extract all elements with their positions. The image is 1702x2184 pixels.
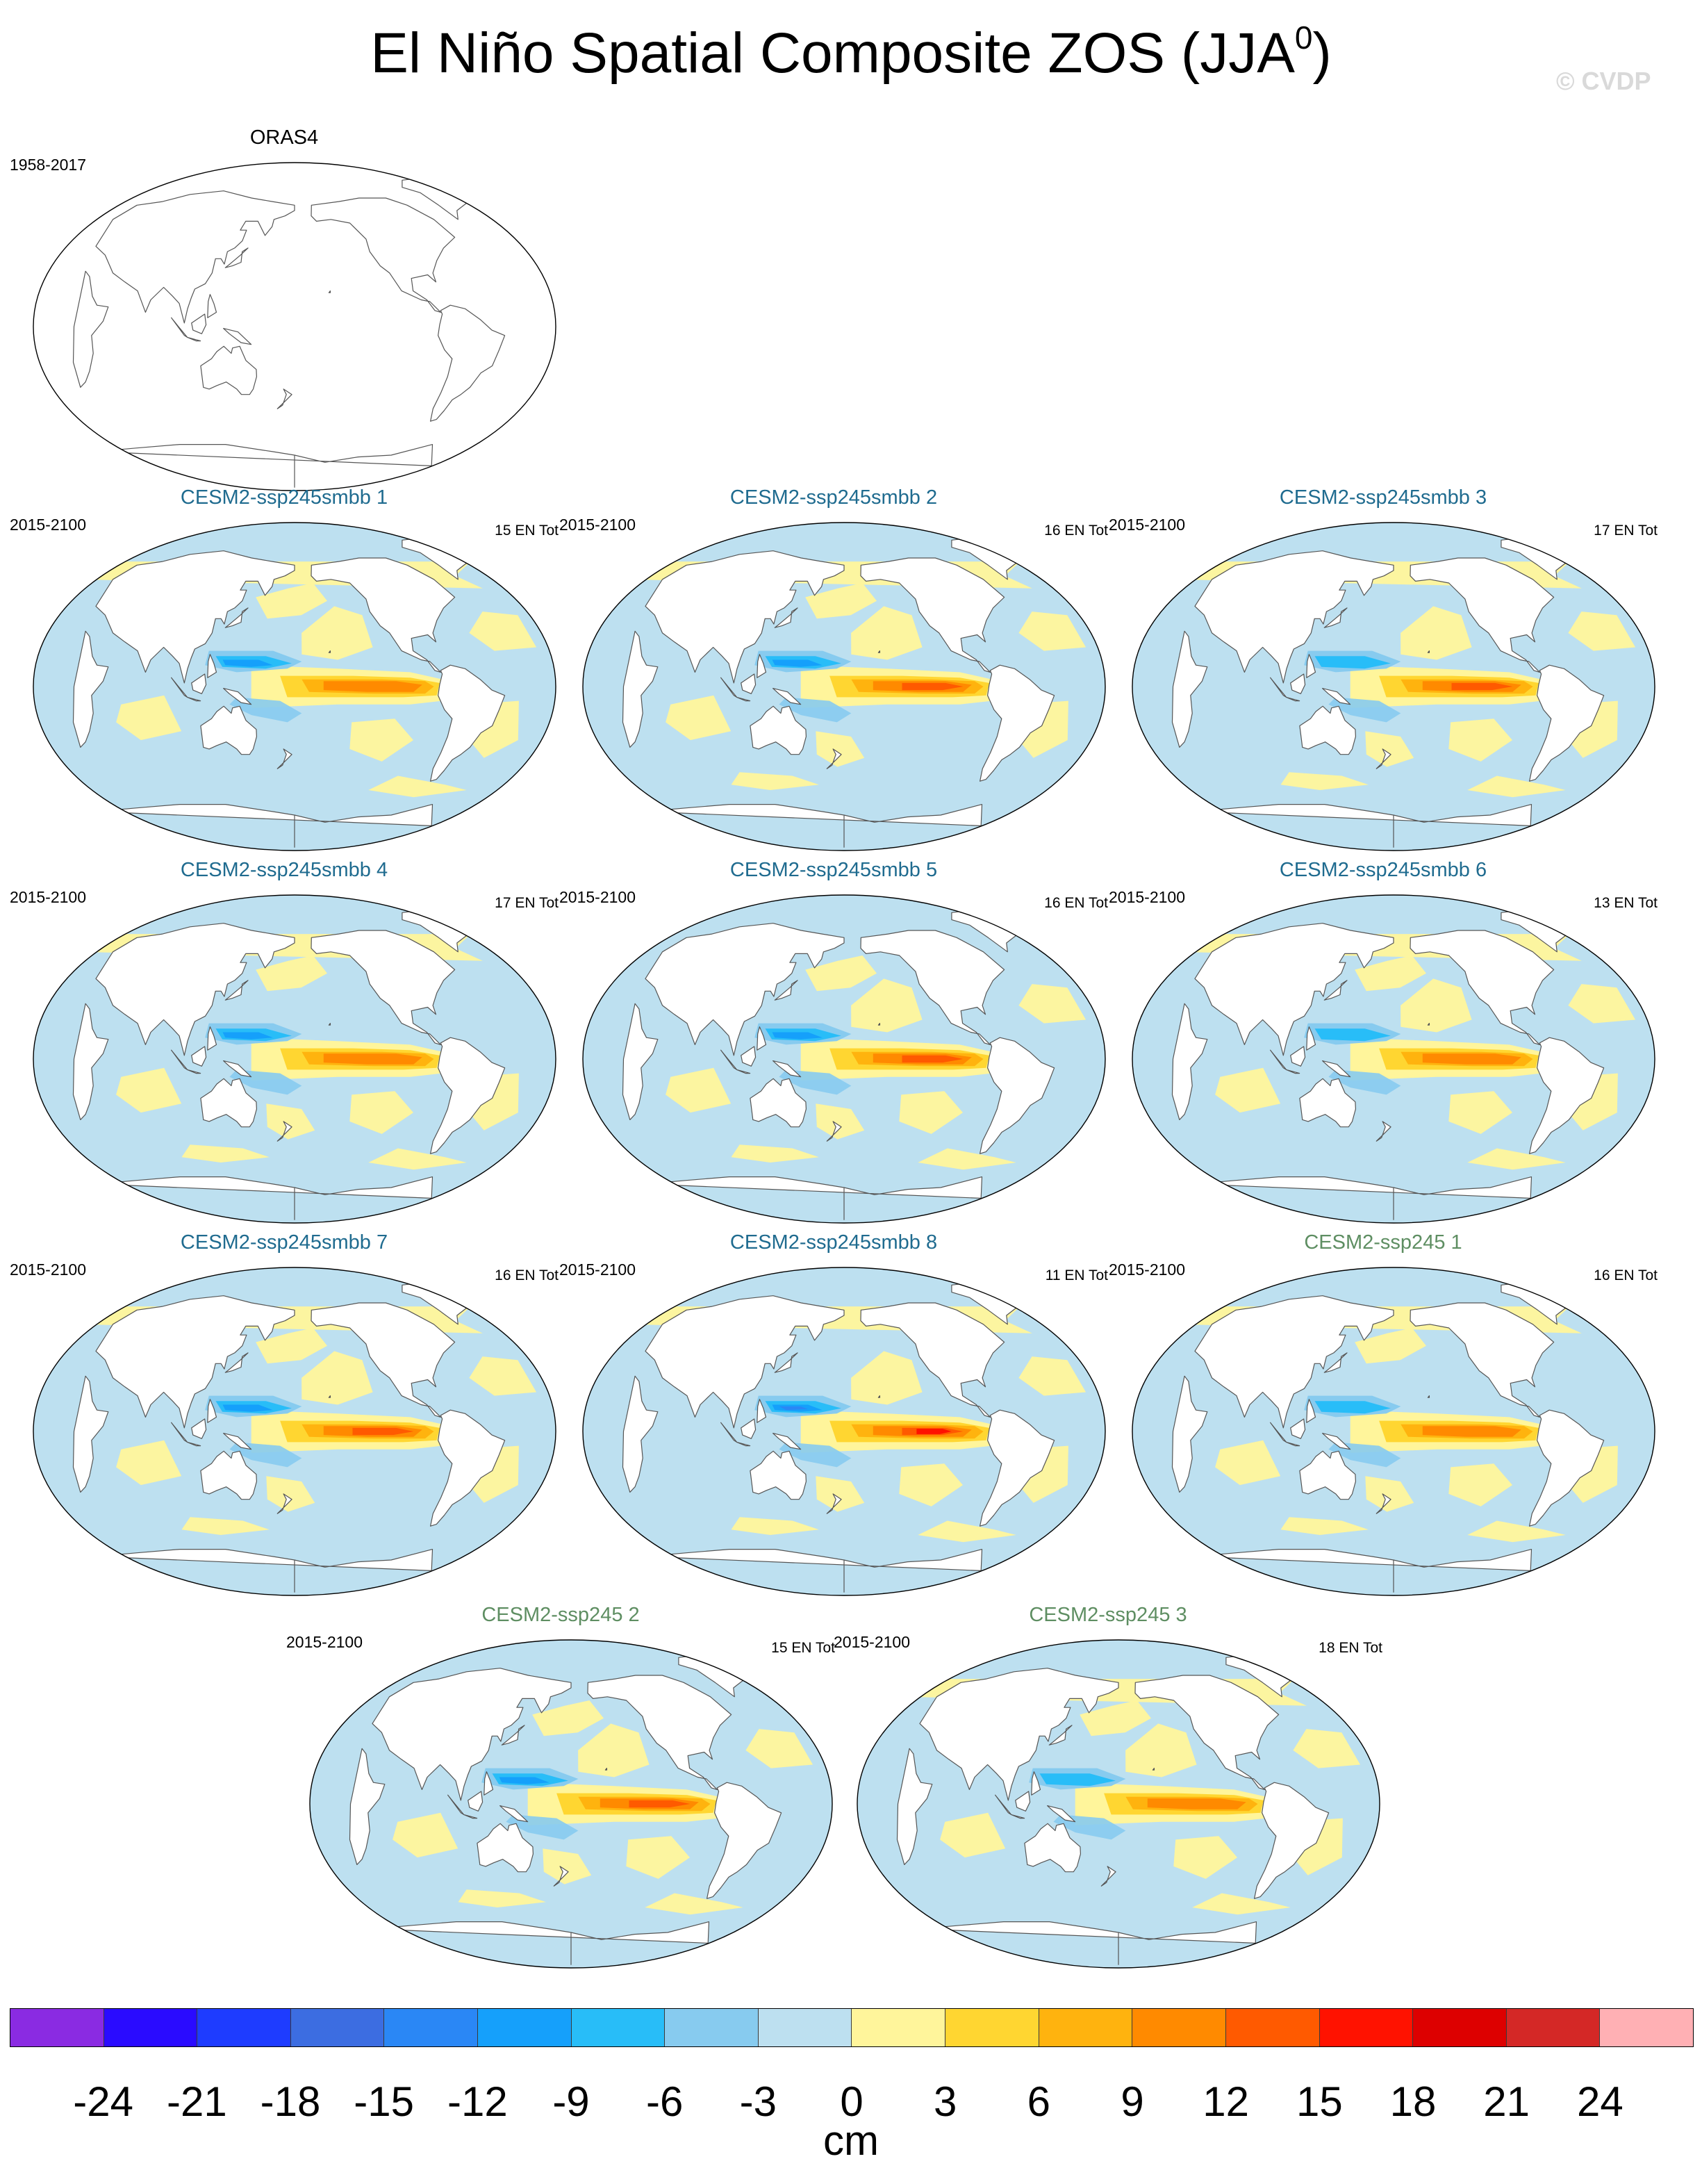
panel-title: CESM2-ssp245smbb 3 xyxy=(1279,486,1487,509)
zos-anomaly-map xyxy=(1132,522,1655,851)
panel-title: CESM2-ssp245smbb 4 xyxy=(180,859,388,881)
panel-event-count: 17 EN Tot xyxy=(1594,523,1658,539)
model-panel: CESM2-ssp245smbb 5 2015-2100 16 EN Tot xyxy=(559,859,1108,1231)
colorbar xyxy=(10,2008,1694,2047)
colorbar-unit: cm xyxy=(823,2117,879,2164)
panel-title: CESM2-ssp245smbb 7 xyxy=(180,1231,388,1254)
panel-years: 2015-2100 xyxy=(10,516,86,534)
panel-title: CESM2-ssp245 3 xyxy=(1029,1604,1187,1626)
panel-event-count: 16 EN Tot xyxy=(1594,1267,1658,1283)
colorbar-tick-label: -9 xyxy=(552,2078,590,2125)
zos-anomaly-map xyxy=(1132,1267,1655,1596)
panel-title: CESM2-ssp245 1 xyxy=(1304,1231,1462,1254)
panel-years: 2015-2100 xyxy=(559,516,636,534)
colorbar-tick-label: 0 xyxy=(840,2078,864,2125)
colorbar-box xyxy=(197,2009,291,2046)
panel-years: 2015-2100 xyxy=(10,888,86,906)
colorbar-box xyxy=(1319,2009,1414,2046)
colorbar-box xyxy=(1506,2009,1601,2046)
panel-title: ORAS4 xyxy=(249,126,319,149)
colorbar-tick-labels: -24 -21 -18 -15 -12 -9 -6 -3 0 3 6 9 12 15 18 21 24 xyxy=(0,2078,1702,2126)
panel-years: 2015-2100 xyxy=(834,1633,910,1651)
colorbar-box xyxy=(852,2009,946,2046)
panel-event-count: 11 EN Tot xyxy=(1045,1267,1108,1283)
panel-years: 2015-2100 xyxy=(10,1261,86,1279)
colorbar-box xyxy=(290,2009,385,2046)
colorbar-box xyxy=(1413,2009,1507,2046)
zos-anomaly-map xyxy=(33,894,556,1224)
zos-anomaly-map xyxy=(582,894,1106,1224)
colorbar-box xyxy=(384,2009,479,2046)
panel-years: 2015-2100 xyxy=(1109,1261,1185,1279)
colorbar-tick-label: 21 xyxy=(1483,2078,1530,2125)
zos-anomaly-map xyxy=(857,1639,1380,1969)
model-panel: CESM2-ssp245 1 2015-2100 16 EN Tot xyxy=(1109,1231,1658,1604)
colorbar-tick-label: -3 xyxy=(739,2078,777,2125)
panel-event-count: 16 EN Tot xyxy=(1044,895,1108,911)
model-panel: CESM2-ssp245smbb 8 2015-2100 11 EN Tot xyxy=(559,1231,1108,1604)
colorbar-box xyxy=(945,2009,1039,2046)
colorbar-tick-label: -6 xyxy=(645,2078,684,2125)
colorbar-tick-label: 6 xyxy=(1027,2078,1051,2125)
colorbar-box xyxy=(571,2009,666,2046)
panel-event-count: 15 EN Tot xyxy=(495,523,559,539)
model-panel: CESM2-ssp245smbb 7 2015-2100 16 EN Tot xyxy=(10,1231,559,1604)
colorbar-tick-label: 15 xyxy=(1296,2078,1343,2125)
panel-event-count: 18 EN Tot xyxy=(1319,1640,1382,1656)
panel-title: CESM2-ssp245smbb 8 xyxy=(729,1231,938,1254)
panel-event-count: 15 EN Tot xyxy=(771,1640,835,1656)
zos-anomaly-map xyxy=(582,1267,1106,1596)
zos-anomaly-map xyxy=(33,522,556,851)
colorbar-box xyxy=(1225,2009,1320,2046)
observation-panel: ORAS4 1958-2017 xyxy=(10,126,559,499)
panel-title: CESM2-ssp245 2 xyxy=(481,1604,640,1626)
model-panel: CESM2-ssp245smbb 1 2015-2100 15 EN Tot xyxy=(10,486,559,859)
zos-anomaly-map xyxy=(582,522,1106,851)
colorbar-box xyxy=(758,2009,852,2046)
zos-anomaly-map xyxy=(309,1639,833,1969)
panel-title: CESM2-ssp245smbb 6 xyxy=(1279,859,1487,881)
panel-title: CESM2-ssp245smbb 5 xyxy=(729,859,938,881)
colorbar-tick-label: 3 xyxy=(933,2078,957,2125)
colorbar-tick-label: -12 xyxy=(447,2078,508,2125)
colorbar-box xyxy=(665,2009,759,2046)
model-panel: CESM2-ssp245 2 2015-2100 15 EN Tot xyxy=(286,1604,835,1976)
panel-event-count: 17 EN Tot xyxy=(495,895,559,911)
colorbar-tick-label: 9 xyxy=(1121,2078,1144,2125)
figure-title: El Niño Spatial Composite ZOS (JJA0) xyxy=(370,19,1332,85)
panel-years: 1958-2017 xyxy=(10,156,86,174)
zos-anomaly-map xyxy=(1132,894,1655,1224)
observation-map xyxy=(33,162,556,491)
colorbar-tick-label: -18 xyxy=(260,2078,321,2125)
panel-years: 2015-2100 xyxy=(1109,888,1185,906)
colorbar-tick-label: -21 xyxy=(166,2078,227,2125)
colorbar-box xyxy=(1132,2009,1226,2046)
colorbar-tick-label: 24 xyxy=(1576,2078,1623,2125)
panel-years: 2015-2100 xyxy=(559,888,636,906)
panel-years: 2015-2100 xyxy=(1109,516,1185,534)
model-panel: CESM2-ssp245smbb 6 2015-2100 13 EN Tot xyxy=(1109,859,1658,1231)
colorbar-box xyxy=(478,2009,572,2046)
colorbar-tick-label: 12 xyxy=(1203,2078,1250,2125)
panel-years: 2015-2100 xyxy=(559,1261,636,1279)
model-panel: CESM2-ssp245 3 2015-2100 18 EN Tot xyxy=(834,1604,1382,1976)
colorbar-box xyxy=(104,2009,198,2046)
colorbar-tick-label: -24 xyxy=(73,2078,134,2125)
model-panel: CESM2-ssp245smbb 4 2015-2100 17 EN Tot xyxy=(10,859,559,1231)
panel-title: CESM2-ssp245smbb 1 xyxy=(180,486,388,509)
model-panel: CESM2-ssp245smbb 3 2015-2100 17 EN Tot xyxy=(1109,486,1658,859)
model-panel: CESM2-ssp245smbb 2 2015-2100 16 EN Tot xyxy=(559,486,1108,859)
panel-event-count: 16 EN Tot xyxy=(1044,523,1108,539)
panel-event-count: 13 EN Tot xyxy=(1594,895,1658,911)
panel-title: CESM2-ssp245smbb 2 xyxy=(729,486,938,509)
panel-event-count: 16 EN Tot xyxy=(495,1267,559,1283)
colorbar-box xyxy=(1600,2009,1693,2046)
colorbar-box xyxy=(10,2009,104,2046)
zos-anomaly-map xyxy=(33,1267,556,1596)
colorbar-tick-label: -15 xyxy=(354,2078,415,2125)
panel-years: 2015-2100 xyxy=(286,1633,363,1651)
colorbar-tick-label: 18 xyxy=(1389,2078,1437,2125)
cvdp-credit: © CVDP xyxy=(1556,67,1651,95)
colorbar-box xyxy=(1039,2009,1133,2046)
